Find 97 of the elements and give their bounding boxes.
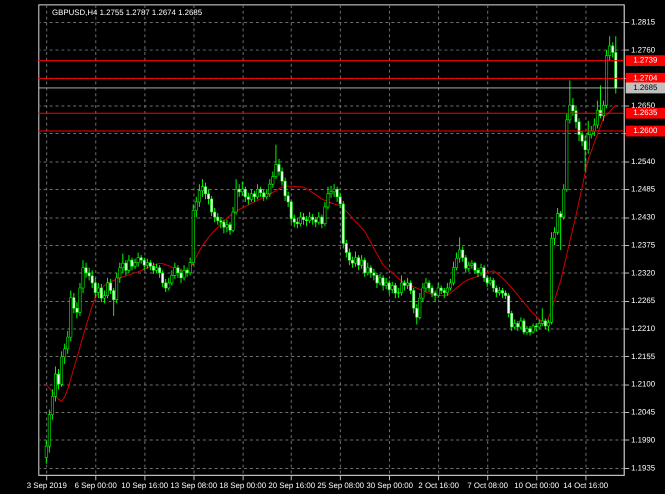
x-tick-label: 14 Oct 16:00 (563, 481, 609, 490)
y-tick-label: 1.2320 (631, 268, 656, 278)
candlestick (378, 273, 382, 286)
candlestick (302, 212, 305, 226)
candlestick (430, 284, 434, 298)
candlestick (406, 277, 410, 290)
ref-line-label: 1.2739 (633, 56, 658, 65)
candlestick (540, 308, 544, 326)
x-tick-label: 18 Sep 00:00 (219, 481, 267, 490)
candlestick (152, 262, 155, 274)
candlestick (363, 257, 366, 278)
candlestick (369, 264, 372, 278)
candlestick (253, 190, 256, 202)
x-tick-label: 10 Oct 00:00 (514, 481, 560, 490)
candlestick (366, 262, 370, 276)
candlestick (296, 218, 299, 229)
y-tick-label: 1.2650 (631, 101, 656, 110)
x-tick-label: 10 Sep 16:00 (121, 481, 169, 490)
candlestick (388, 280, 391, 295)
candlestick (136, 252, 140, 268)
candlestick (100, 283, 103, 303)
candlestick (492, 277, 495, 293)
y-tick-label: 1.2760 (631, 45, 656, 54)
candlestick (180, 268, 182, 284)
candlestick (375, 272, 378, 288)
candlestick (473, 261, 476, 274)
x-tick-label: 6 Sep 00:00 (74, 481, 118, 490)
candlestick (528, 325, 532, 336)
y-tick-label: 1.2485 (631, 184, 656, 194)
x-tick-label: 20 Sep 16:00 (268, 481, 316, 490)
candlestick (516, 320, 520, 332)
candlestick (400, 274, 403, 296)
x-tick-label: 30 Sep 00:00 (366, 481, 414, 490)
y-tick-label: 1.2540 (631, 156, 656, 166)
y-tick-label: 1.2815 (631, 18, 656, 27)
candlestick (384, 277, 388, 290)
y-tick-label: 1.1935 (631, 463, 656, 472)
candlestick (522, 318, 526, 336)
candlestick (250, 188, 253, 202)
candlestick (354, 251, 357, 268)
y-tick-label: 1.2155 (631, 352, 656, 361)
ref-line-label: 1.2704 (633, 73, 658, 82)
candlestick (259, 186, 262, 198)
x-tick-label: 2 Oct 16:00 (418, 481, 460, 490)
candlestick (467, 261, 470, 272)
y-tick-label: 1.1990 (631, 435, 656, 444)
ref-line-label: 1.2600 (633, 126, 658, 135)
candlestick (262, 188, 266, 202)
candlestick (298, 212, 302, 227)
candlestick (394, 282, 397, 299)
candlestick (127, 254, 130, 274)
candlestick (106, 277, 109, 299)
candlestick (584, 136, 587, 172)
candlestick (532, 322, 535, 334)
candlestick (360, 254, 364, 270)
candlestick (390, 281, 394, 294)
candlestick (428, 280, 430, 293)
candlestick (442, 288, 446, 299)
y-tick-label: 1.2375 (631, 240, 656, 250)
candlestick (142, 257, 146, 271)
line-series (46, 104, 616, 402)
chart-title: GBPUSD,H4 1.2755 1.2787 1.2674 1.2685 (52, 8, 203, 18)
y-tick-label: 1.2045 (631, 408, 656, 417)
x-tick-label: 13 Sep 08:00 (170, 481, 218, 490)
candlestick (155, 263, 158, 274)
candlestick (225, 219, 228, 233)
candlestick (222, 219, 226, 234)
candlestick (403, 280, 406, 292)
y-tick-label: 1.2210 (631, 324, 656, 333)
x-tick-label: 7 Oct 08:00 (467, 481, 509, 490)
candlestick (305, 216, 308, 227)
ref-line-label: 1.2635 (633, 108, 658, 118)
candlestick (501, 288, 504, 299)
candlestick (256, 184, 260, 200)
candlestick (96, 282, 100, 299)
candlestick (446, 282, 449, 296)
candlestick (311, 214, 314, 226)
candlestick (357, 254, 360, 271)
candlestick (146, 258, 149, 270)
candlestick (148, 260, 152, 271)
candlestick (382, 274, 385, 292)
candlestick (130, 257, 134, 271)
y-tick-label: 1.2430 (631, 212, 656, 222)
candlestick (314, 216, 318, 228)
candlestick (182, 264, 186, 281)
ref-line-label: 1.2685 (633, 82, 658, 92)
candlestick (436, 282, 440, 299)
x-tick-label: 3 Sep 2019 (26, 481, 67, 490)
candlestick (308, 212, 312, 224)
candlestick (480, 263, 483, 276)
candlestick (317, 212, 320, 226)
y-tick-label: 1.2100 (631, 380, 656, 389)
candlestick (519, 316, 522, 330)
x-tick-label: 25 Sep 08:00 (317, 481, 365, 490)
y-tick-label: 1.2265 (631, 296, 656, 306)
candlestick (332, 184, 336, 198)
candlestick (240, 181, 244, 196)
